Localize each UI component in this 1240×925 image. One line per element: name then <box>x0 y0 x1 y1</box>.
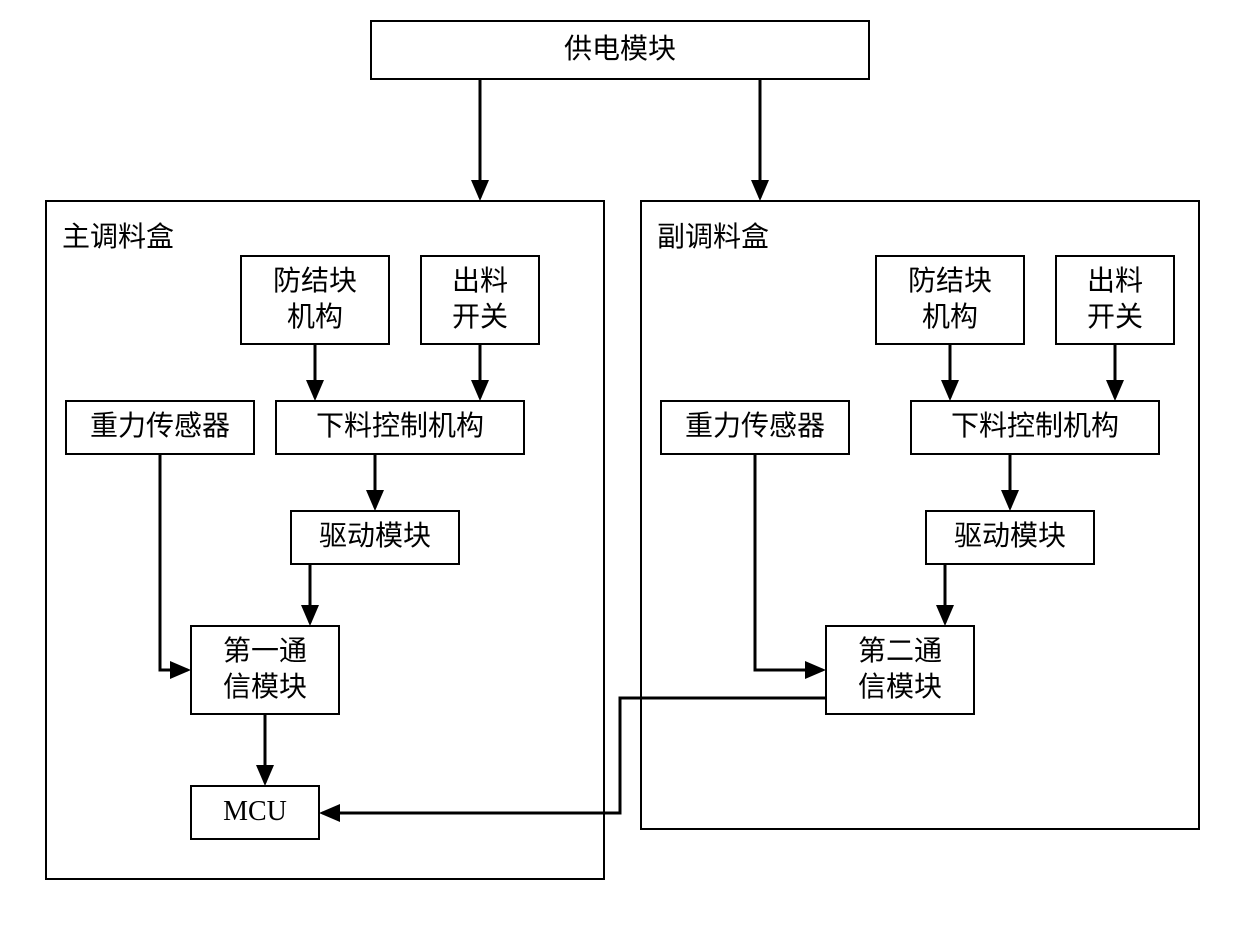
node-m-feedctrl: 下料控制机构 <box>275 400 525 455</box>
node-a-comm2: 第二通 信模块 <box>825 625 975 715</box>
node-m-comm1: 第一通 信模块 <box>190 625 340 715</box>
node-power: 供电模块 <box>370 20 870 80</box>
node-m-outswitch: 出料 开关 <box>420 255 540 345</box>
node-a-outswitch: 出料 开关 <box>1055 255 1175 345</box>
container-aux-label: 副调料盒 <box>657 215 769 255</box>
node-a-gravity: 重力传感器 <box>660 400 850 455</box>
node-a-feedctrl: 下料控制机构 <box>910 400 1160 455</box>
node-a-drive: 驱动模块 <box>925 510 1095 565</box>
node-m-anticlump: 防结块 机构 <box>240 255 390 345</box>
node-power-label: 供电模块 <box>564 32 676 68</box>
node-m-mcu: MCU <box>190 785 320 840</box>
node-a-anticlump: 防结块 机构 <box>875 255 1025 345</box>
container-main-label: 主调料盒 <box>62 215 174 255</box>
diagram-canvas: 供电模块 主调料盒 副调料盒 防结块 机构 出料 开关 重力传感器 下料控制机构… <box>0 0 1240 925</box>
node-m-drive: 驱动模块 <box>290 510 460 565</box>
node-m-gravity: 重力传感器 <box>65 400 255 455</box>
